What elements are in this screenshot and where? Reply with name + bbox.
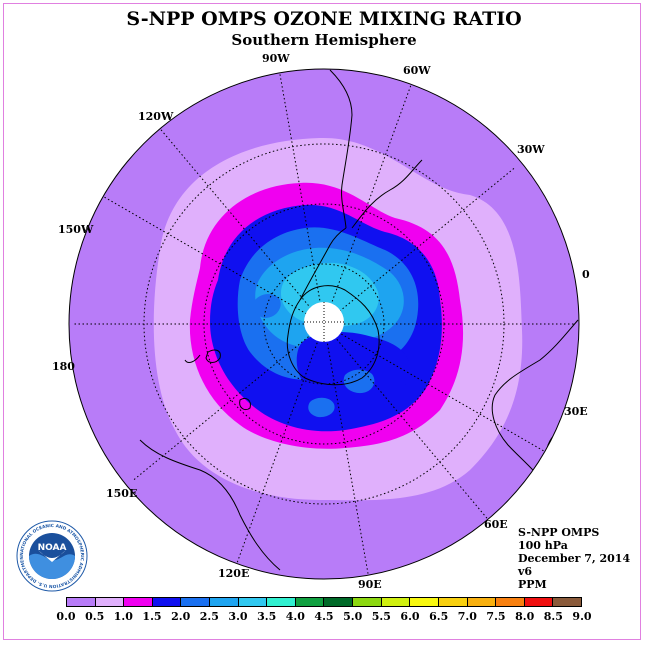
colorbar-swatch [67,598,96,606]
colorbar-tick-label: 8.5 [543,610,563,623]
colorbar-swatch [124,598,153,606]
south-america-east [351,159,423,229]
colorbar-tick-label: 5.5 [371,610,391,623]
info-level: 100 hPa [518,539,568,552]
lon-label-30e: 30E [564,405,588,418]
colorbar-swatch [553,598,581,606]
tasmania [239,397,251,411]
colorbar-tick-label: 7.5 [486,610,506,623]
colorbar-swatch [524,598,554,606]
polar-data-gap [304,302,344,342]
colorbar-swatch [381,598,411,606]
colorbar-swatch [181,598,211,606]
product-info: S-NPP OMPS 100 hPa December 7, 2014 v6 P… [518,526,630,591]
graticule [72,72,576,576]
info-instrument: S-NPP OMPS [518,526,600,539]
lon-label-150w: 150W [58,223,94,236]
colorbar-swatch [95,598,125,606]
noaa-logo: NATIONAL OCEANIC AND ATMOSPHERIC ADMINIS… [16,520,88,592]
blue-patch-south [308,397,335,418]
colorbar-tick-label: 4.0 [285,610,305,623]
colorbar-tick-label: 7.0 [457,610,477,623]
lon-label-90w: 90W [262,52,290,65]
south-america-coast [329,69,353,229]
lon-label-120e: 120E [218,567,250,580]
colorbar-tick-label: 6.5 [429,610,449,623]
noaa-logo-wave [29,553,75,579]
dark-patch-east [296,332,411,403]
lon-label-0: 0 [582,268,590,281]
lon-label-90e: 90E [358,578,382,591]
colorbar-swatch [438,598,468,606]
colorbar-swatch [324,598,354,606]
colorbar-tick-label: 2.0 [171,610,191,623]
colorbar-tick-label: 4.5 [314,610,334,623]
lon-label-30w: 30W [517,143,545,156]
colorbar [66,597,582,607]
coastlines [139,69,579,571]
colorbar-tick-label: 8.0 [515,610,535,623]
africa-coast [491,319,579,486]
map-boundary [68,68,580,580]
colorbar-tick-label: 9.0 [572,610,592,623]
noaa-logo-text: NOAA [38,543,67,553]
info-version: v6 [518,565,533,578]
blue-patch-east [343,369,375,394]
figure-frame [3,3,641,640]
lon-label-60w: 60W [403,64,431,77]
info-units: PPM [518,578,547,591]
colorbar-tick-label: 0.0 [56,610,76,623]
lon-label-180: 180 [52,360,75,373]
colorbar-swatch [467,598,497,606]
noaa-logo-bird [38,550,66,562]
colorbar-tick-label: 6.0 [400,610,420,623]
colorbar-swatch [353,598,382,606]
colorbar-swatch [295,598,325,606]
colorbar-tick-label: 0.5 [85,610,105,623]
blue-patch-west [253,294,281,318]
australia-coast [139,439,281,571]
map-subtitle: Southern Hemisphere [231,31,417,49]
colorbar-swatch [238,598,268,606]
colorbar-swatch [152,598,182,606]
lon-label-120w: 120W [138,110,174,123]
colorbar-tick-label: 3.5 [257,610,277,623]
colorbar-swatch [496,598,525,606]
colorbar-tick-label: 2.5 [199,610,219,623]
colorbar-tick-label: 1.5 [142,610,162,623]
antarctic-peninsula [299,227,347,301]
band-3.0-3.5 [280,262,379,327]
lon-label-150e: 150E [106,487,138,500]
pole-graticule [304,302,344,342]
colorbar-swatch [210,598,239,606]
map-title: S-NPP OMPS OZONE MIXING RATIO [126,8,522,30]
colorbar-tick-label: 3.0 [228,610,248,623]
colorbar-swatch [267,598,296,606]
lon-label-60e: 60E [484,518,508,531]
new-zealand-south [184,354,201,363]
antarctica-coast [286,285,380,386]
colorbar-tick-label: 5.0 [343,610,363,623]
colorbar-tick-label: 1.0 [113,610,133,623]
info-date: December 7, 2014 [518,552,631,565]
new-zealand-north [205,349,221,363]
colorbar-swatch [410,598,439,606]
